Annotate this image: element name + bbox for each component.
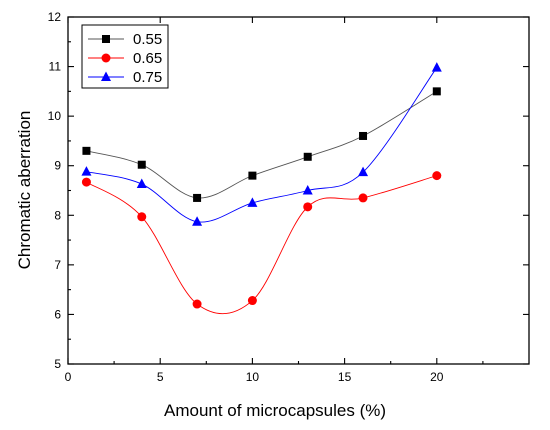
series-line-0.65	[86, 175, 437, 315]
data-point-0.75	[247, 197, 258, 207]
series-line-0.55	[86, 90, 438, 199]
y-tick-label: 12	[48, 10, 62, 24]
series-markers	[81, 62, 442, 309]
data-point-0.75	[81, 166, 92, 176]
data-point-0.55	[359, 131, 368, 140]
legend-label: 0.55	[133, 31, 162, 48]
legend: 0.55 0.65 0.75	[81, 24, 169, 89]
data-point-0.55	[432, 87, 441, 96]
y-tick-label: 7	[54, 258, 61, 272]
x-axis-title: Amount of microcapsules (%)	[164, 401, 386, 420]
legend-marker-0.65	[101, 53, 111, 63]
y-tick-label: 11	[49, 60, 62, 74]
y-tick-label: 5	[54, 357, 61, 371]
data-point-0.65	[81, 177, 91, 187]
y-tick-label: 6	[54, 307, 61, 321]
legend-marker-0.75	[101, 71, 111, 81]
legend-marker-0.55	[102, 35, 110, 43]
series-line-0.75	[86, 67, 438, 223]
data-point-0.65	[247, 296, 257, 306]
data-point-0.75	[136, 178, 147, 189]
legend-label: 0.75	[133, 69, 162, 86]
data-point-0.55	[82, 146, 91, 155]
data-point-0.65	[303, 202, 313, 212]
data-point-0.55	[248, 171, 257, 180]
y-tick-label: 9	[54, 159, 61, 173]
x-tick-label: 15	[338, 370, 352, 384]
y-tick-label: 8	[54, 208, 61, 222]
data-point-0.75	[358, 166, 369, 177]
x-tick-label: 20	[430, 370, 444, 384]
data-point-0.75	[192, 216, 203, 226]
x-tick-label: 0	[65, 370, 72, 384]
data-point-0.65	[358, 193, 368, 203]
series-curves	[86, 67, 438, 315]
data-point-0.55	[193, 193, 202, 202]
legend-label: 0.65	[133, 50, 162, 67]
data-point-0.75	[302, 185, 313, 195]
data-point-0.55	[303, 152, 312, 161]
y-tick-label: 10	[48, 109, 62, 123]
x-tick-label: 10	[246, 370, 260, 384]
x-tick-label: 5	[157, 370, 164, 384]
y-axis-title: Chromatic aberration	[15, 111, 34, 270]
data-point-0.65	[432, 171, 442, 181]
data-point-0.65	[137, 212, 147, 222]
data-point-0.55	[137, 160, 146, 169]
data-point-0.65	[192, 299, 202, 309]
data-point-0.75	[431, 62, 442, 72]
